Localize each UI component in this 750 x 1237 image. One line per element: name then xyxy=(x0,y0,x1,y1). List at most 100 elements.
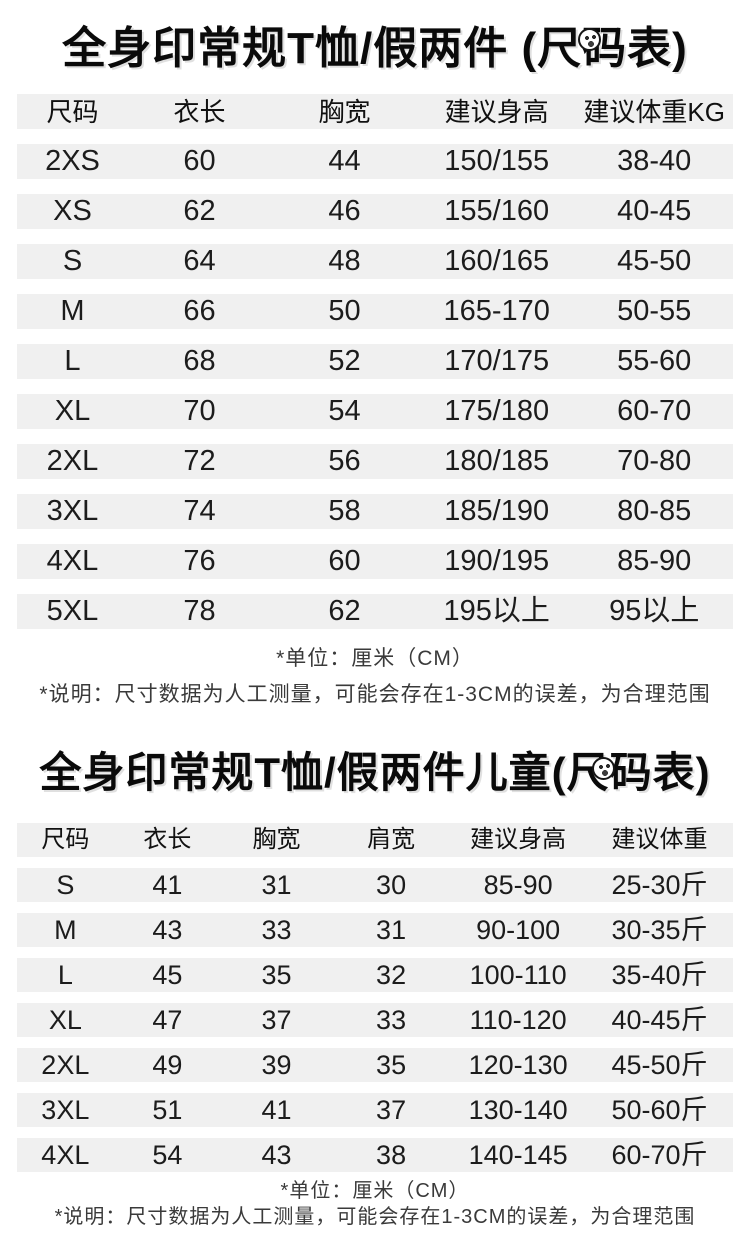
table-cell: M xyxy=(60,295,85,327)
column-header: 建议体重KG xyxy=(583,96,725,127)
table-cell: 45-50斤 xyxy=(611,1049,708,1080)
table-cell: 37 xyxy=(376,1094,407,1125)
table-cell: 44 xyxy=(328,145,361,177)
table-row: 2XL 72 56 180/185 70-80 xyxy=(17,444,733,479)
table-cell: 30 xyxy=(376,869,407,900)
table-row: 5XL 78 62 195以上 95以上 xyxy=(17,594,733,629)
table-row: 3XL 51 41 37 130-140 50-60斤 xyxy=(17,1093,733,1127)
table-row: L 45 35 32 100-110 35-40斤 xyxy=(17,958,733,992)
table-cell: 80-85 xyxy=(617,495,692,527)
column-header: 建议身高 xyxy=(470,826,567,853)
table-cell: 30-35斤 xyxy=(611,914,708,945)
table-cell: 3XL xyxy=(46,495,99,527)
adult-unit-note: *单位：厘米（CM） xyxy=(276,647,474,670)
table-row: M 43 33 31 90-100 30-35斤 xyxy=(17,913,733,947)
table-cell: 78 xyxy=(183,595,216,627)
table-cell: 5XL xyxy=(46,595,99,627)
column-header: 胸宽 xyxy=(252,826,301,853)
table-cell: 45-50 xyxy=(617,245,692,277)
table-cell: 41 xyxy=(152,869,183,900)
table-cell: L xyxy=(57,959,73,990)
table-cell: 190/195 xyxy=(444,545,550,577)
table-row: L 68 52 170/175 55-60 xyxy=(17,344,733,379)
column-header: 建议身高 xyxy=(444,96,549,127)
table-cell: 35 xyxy=(261,959,292,990)
table-cell: 45 xyxy=(152,959,183,990)
table-cell: 46 xyxy=(328,195,361,227)
kids-unit-note: *单位：厘米（CM） xyxy=(280,1180,470,1202)
table-cell: 35 xyxy=(376,1049,407,1080)
table-cell: 62 xyxy=(328,595,361,627)
table-cell: XS xyxy=(53,195,92,227)
table-cell: 58 xyxy=(328,495,361,527)
table-cell: 32 xyxy=(376,959,407,990)
scribble-circle-watermark-icon xyxy=(592,757,615,780)
table-cell: 35-40斤 xyxy=(611,959,708,990)
table-cell: 160/165 xyxy=(444,245,550,277)
column-header: 衣长 xyxy=(173,96,226,127)
table-row: M 66 50 165-170 50-55 xyxy=(17,294,733,329)
table-cell: 56 xyxy=(328,445,361,477)
table-header-row: 尺码 衣长 胸宽 肩宽 建议身高 建议体重 xyxy=(17,823,733,857)
table-cell: 4XL xyxy=(46,545,99,577)
adult-measurement-disclaimer: *说明：尺寸数据为人工测量，可能会存在1-3CM的误差，为合理范围 xyxy=(39,683,711,706)
table-cell: 64 xyxy=(183,245,216,277)
table-cell: 66 xyxy=(183,295,216,327)
table-row: S 41 31 30 85-90 25-30斤 xyxy=(17,868,733,902)
table-cell: 2XL xyxy=(46,445,99,477)
table-header-row: 尺码 衣长 胸宽 建议身高 建议体重KG xyxy=(17,94,733,129)
table-cell: 50 xyxy=(328,295,361,327)
table-cell: 55-60 xyxy=(617,345,692,377)
table-cell: 2XL xyxy=(41,1049,90,1080)
table-cell: 72 xyxy=(183,445,216,477)
scribble-circle-watermark-icon xyxy=(578,28,601,51)
table-cell: 50-55 xyxy=(617,295,692,327)
table-cell: 51 xyxy=(152,1094,183,1125)
table-row: S 64 48 160/165 45-50 xyxy=(17,244,733,279)
table-cell: 95以上 xyxy=(609,595,700,627)
table-cell: 50-60斤 xyxy=(611,1094,708,1125)
table-cell: 39 xyxy=(261,1049,292,1080)
table-cell: 48 xyxy=(328,245,361,277)
table-cell: 60 xyxy=(183,145,216,177)
table-cell: 40-45 xyxy=(617,195,692,227)
table-cell: 70-80 xyxy=(617,445,692,477)
table-cell: 155/160 xyxy=(444,195,550,227)
table-cell: S xyxy=(56,869,75,900)
column-header: 胸宽 xyxy=(318,96,371,127)
table-cell: 100-110 xyxy=(469,959,567,990)
table-row: XS 62 46 155/160 40-45 xyxy=(17,194,733,229)
table-cell: M xyxy=(54,914,77,945)
table-cell: L xyxy=(64,345,81,377)
column-header: 建议体重 xyxy=(611,826,708,853)
table-cell: 170/175 xyxy=(444,345,550,377)
table-cell: 54 xyxy=(328,395,361,427)
table-cell: 175/180 xyxy=(444,395,550,427)
table-row: 4XL 76 60 190/195 85-90 xyxy=(17,544,733,579)
column-header: 尺码 xyxy=(41,826,90,853)
table-cell: 60-70斤 xyxy=(611,1139,708,1170)
table-cell: 76 xyxy=(183,545,216,577)
table-row: 2XL 49 39 35 120-130 45-50斤 xyxy=(17,1048,733,1082)
table-row: XL 70 54 175/180 60-70 xyxy=(17,394,733,429)
table-cell: 3XL xyxy=(41,1094,90,1125)
table-cell: 60-70 xyxy=(617,395,692,427)
table-row: 4XL 54 43 38 140-145 60-70斤 xyxy=(17,1138,733,1172)
kids-size-table: 尺码 衣长 胸宽 肩宽 建议身高 建议体重 S 41 31 30 85-90 25-30斤 M 43 33 3… xyxy=(17,823,733,1172)
adult-size-chart-title: 全身印常规T恤/假两件 (尺码表) xyxy=(0,0,750,82)
column-header: 衣长 xyxy=(143,826,192,853)
table-cell: 180/185 xyxy=(444,445,550,477)
table-cell: XL xyxy=(54,395,91,427)
table-cell: 54 xyxy=(152,1139,183,1170)
table-cell: 70 xyxy=(183,395,216,427)
table-cell: 43 xyxy=(261,1139,292,1170)
table-cell: 195以上 xyxy=(443,595,550,627)
table-cell: 85-90 xyxy=(483,869,553,900)
table-cell: 90-100 xyxy=(476,914,561,945)
table-cell: 4XL xyxy=(41,1139,90,1170)
table-cell: 52 xyxy=(328,345,361,377)
column-header: 尺码 xyxy=(46,96,99,127)
kids-size-chart-title: 全身印常规T恤/假两件儿童(尺码表) xyxy=(0,745,750,801)
adult-size-table: 尺码 衣长 胸宽 建议身高 建议体重KG 2XS 60 44 150/155 38-40 XS 62 4… xyxy=(17,94,733,629)
